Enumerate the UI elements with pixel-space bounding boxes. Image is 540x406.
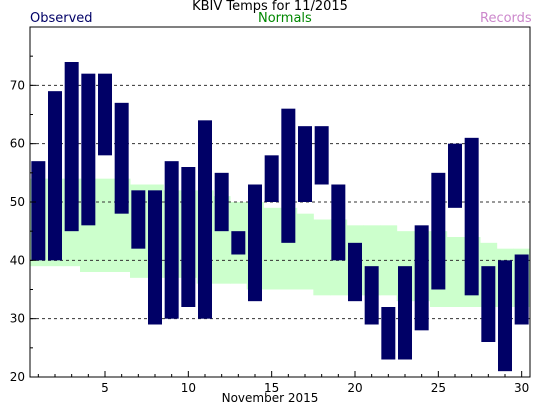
observed-bar [131,190,146,249]
x-axis-label: November 2015 [221,391,319,405]
observed-bar [498,260,512,372]
observed-bar [214,172,229,232]
normals-band-segment [380,225,398,296]
legend-observed: Observed [30,11,93,26]
normals-band-segment [96,178,114,272]
gridlines [30,84,530,320]
observed-bar [264,155,279,202]
observed-bar [398,266,412,360]
observed-bar [364,266,379,325]
observed-bar [231,231,246,255]
normals-band-segment [296,213,314,290]
observed-bar [414,225,429,331]
legend-normals: Normals [258,11,312,26]
observed-bar [481,266,496,342]
x-tick-label: 25 [431,381,446,395]
y-tick-label: 60 [10,137,25,151]
observed-bar [31,161,46,261]
normals-band-segment [263,207,281,290]
observed-bar [48,91,62,261]
y-tick-label: 20 [10,370,25,384]
observed-bar [431,172,446,290]
legend-records: Records [480,11,532,26]
y-tick-label: 70 [10,78,25,92]
observed-bar [198,120,212,319]
observed-bar [281,108,296,243]
x-tick-label: 5 [101,381,109,395]
observed-bar [514,254,529,325]
x-tick-label: 15 [264,381,279,395]
observed-bar [448,143,462,208]
x-tick-label: 10 [181,381,196,395]
observed-bar [114,102,129,214]
observed-bar [464,137,479,296]
observed-bar [248,184,262,302]
observed-bar [181,167,196,307]
axes: 5 10 15 20 25 30 20 30 40 50 60 70 [10,26,531,395]
observed-bar [148,190,162,325]
observed-bar [381,307,396,360]
observed-bar [298,126,312,202]
observed-bar [348,242,362,302]
x-tick-label: 20 [347,381,362,395]
observed-bar [64,62,79,232]
normals-band-segment [446,237,464,307]
normals-band-segment [313,219,331,296]
observed-bars [31,62,529,372]
observed-bar [331,184,346,261]
observed-bar [164,161,179,319]
observed-bar [314,126,329,185]
observed-bar [98,73,112,156]
chart-title: KBIV Temps for 11/2015 [192,0,348,14]
x-tick-label: 30 [514,381,529,395]
y-tick-label: 40 [10,253,25,267]
y-tick-label: 30 [10,312,25,326]
observed-bar [81,73,96,226]
y-tick-label: 50 [10,195,25,209]
